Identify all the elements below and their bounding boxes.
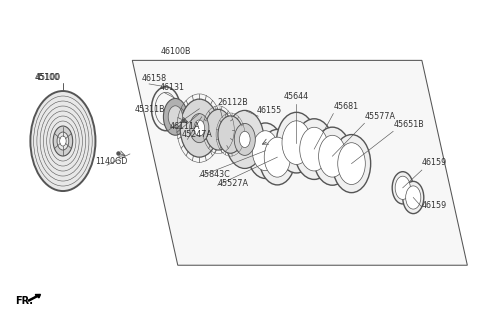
Text: 46131: 46131 [159, 83, 185, 92]
Ellipse shape [264, 137, 290, 177]
Text: 46155: 46155 [257, 106, 282, 115]
Ellipse shape [180, 99, 218, 157]
Ellipse shape [247, 123, 284, 179]
Ellipse shape [205, 110, 232, 150]
Ellipse shape [57, 132, 69, 150]
Text: 45100: 45100 [36, 73, 61, 82]
Text: 45843C: 45843C [199, 170, 230, 179]
Text: 46158: 46158 [142, 74, 167, 83]
Text: 46159: 46159 [422, 158, 447, 168]
Ellipse shape [294, 119, 334, 179]
Ellipse shape [406, 186, 421, 209]
Text: 45644: 45644 [284, 92, 309, 101]
Ellipse shape [163, 98, 187, 135]
FancyArrow shape [28, 295, 40, 301]
Ellipse shape [403, 181, 424, 214]
Text: 45651B: 45651B [393, 120, 424, 129]
Text: 45311B: 45311B [135, 105, 165, 114]
Ellipse shape [252, 131, 278, 171]
Ellipse shape [392, 172, 413, 204]
Ellipse shape [53, 126, 72, 156]
Ellipse shape [300, 127, 329, 171]
Polygon shape [132, 60, 468, 265]
Text: 46111A: 46111A [169, 122, 200, 131]
Ellipse shape [168, 106, 182, 128]
Text: 26112B: 26112B [217, 98, 248, 107]
Ellipse shape [190, 114, 209, 143]
Text: 45100: 45100 [35, 73, 60, 82]
Ellipse shape [313, 127, 351, 185]
Text: 1140GD: 1140GD [96, 157, 128, 166]
Text: 46159: 46159 [422, 201, 447, 210]
Text: 45577A: 45577A [364, 112, 396, 121]
Ellipse shape [319, 135, 346, 177]
Ellipse shape [234, 123, 255, 156]
Text: 45527A: 45527A [217, 179, 249, 188]
Ellipse shape [60, 136, 66, 146]
Ellipse shape [240, 131, 250, 147]
Ellipse shape [194, 120, 204, 136]
Ellipse shape [226, 110, 264, 168]
Ellipse shape [332, 134, 371, 193]
Text: 45247A: 45247A [181, 130, 213, 139]
Text: 46100B: 46100B [161, 47, 192, 55]
Text: FR.: FR. [15, 296, 33, 306]
Text: 45681: 45681 [333, 102, 359, 111]
Ellipse shape [338, 143, 365, 185]
Ellipse shape [395, 176, 410, 200]
Ellipse shape [276, 112, 317, 173]
Ellipse shape [218, 116, 243, 153]
Ellipse shape [259, 129, 296, 185]
Ellipse shape [282, 121, 311, 165]
Ellipse shape [30, 91, 96, 191]
